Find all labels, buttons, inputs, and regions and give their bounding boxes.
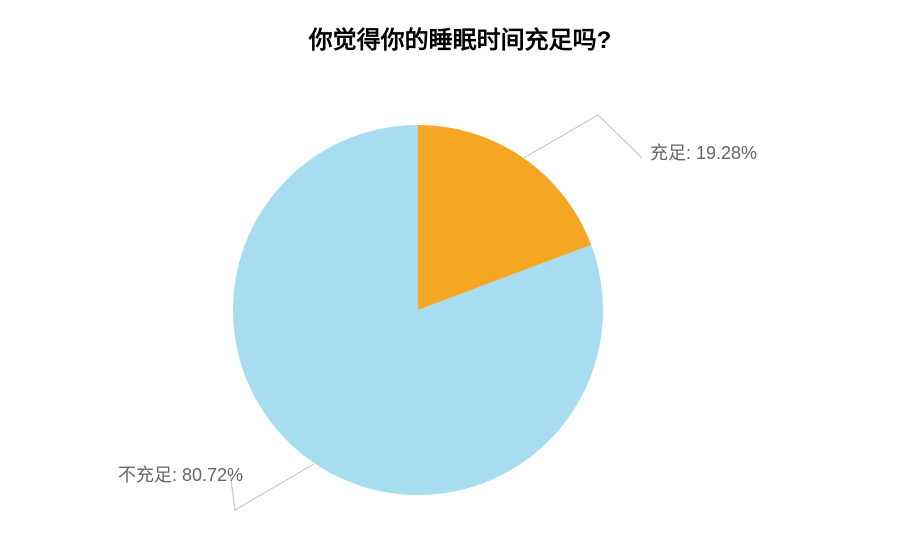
label-line-0	[522, 115, 642, 159]
slice-label-0: 充足: 19.28%	[650, 139, 757, 165]
slice-label-1: 不充足: 80.72%	[118, 461, 243, 487]
